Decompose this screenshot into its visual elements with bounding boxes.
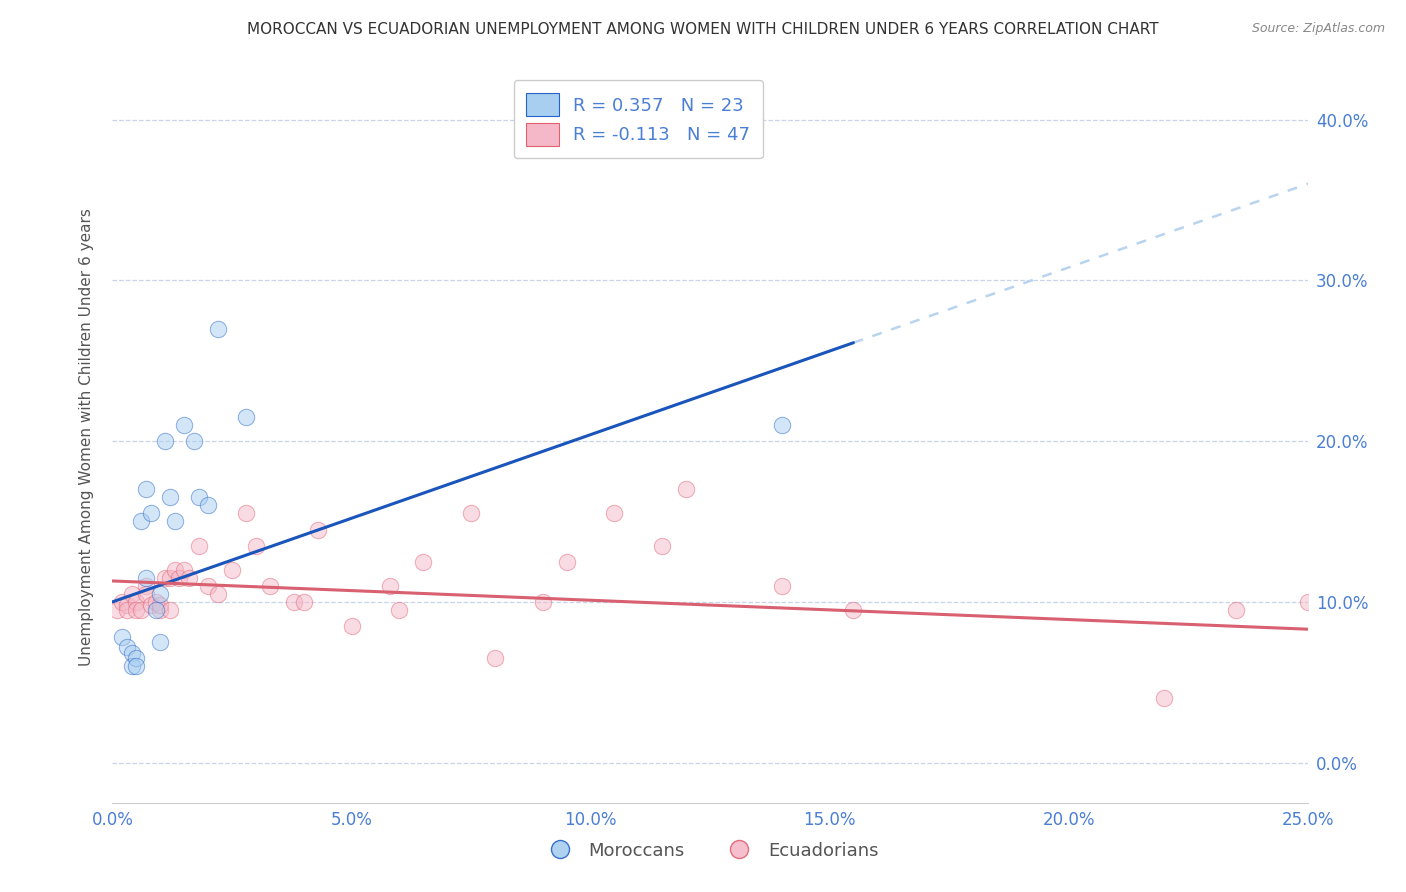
- Text: MOROCCAN VS ECUADORIAN UNEMPLOYMENT AMONG WOMEN WITH CHILDREN UNDER 6 YEARS CORR: MOROCCAN VS ECUADORIAN UNEMPLOYMENT AMON…: [247, 22, 1159, 37]
- Point: [770, 417, 793, 432]
- Point: [111, 630, 134, 644]
- Point: [187, 491, 209, 505]
- Point: [163, 515, 186, 529]
- Point: [135, 579, 157, 593]
- Point: [135, 587, 157, 601]
- Point: [139, 598, 162, 612]
- Point: [135, 571, 157, 585]
- Point: [307, 523, 329, 537]
- Point: [105, 603, 128, 617]
- Text: Source: ZipAtlas.com: Source: ZipAtlas.com: [1251, 22, 1385, 36]
- Point: [187, 539, 209, 553]
- Point: [153, 434, 176, 449]
- Point: [159, 603, 181, 617]
- Point: [163, 563, 186, 577]
- Point: [221, 563, 243, 577]
- Point: [340, 619, 363, 633]
- Point: [149, 587, 172, 601]
- Point: [125, 595, 148, 609]
- Point: [139, 507, 162, 521]
- Point: [169, 571, 191, 585]
- Point: [245, 539, 267, 553]
- Point: [173, 417, 195, 432]
- Point: [388, 603, 411, 617]
- Point: [1296, 595, 1319, 609]
- Point: [177, 571, 200, 585]
- Point: [149, 598, 172, 612]
- Point: [183, 434, 205, 449]
- Point: [159, 571, 181, 585]
- Point: [531, 595, 554, 609]
- Point: [121, 646, 143, 660]
- Point: [651, 539, 673, 553]
- Point: [115, 598, 138, 612]
- Point: [603, 507, 626, 521]
- Point: [770, 579, 793, 593]
- Point: [412, 555, 434, 569]
- Point: [484, 651, 506, 665]
- Point: [129, 603, 152, 617]
- Point: [1225, 603, 1247, 617]
- Point: [129, 515, 152, 529]
- Point: [115, 603, 138, 617]
- Point: [197, 579, 219, 593]
- Point: [111, 595, 134, 609]
- Point: [145, 603, 167, 617]
- Point: [235, 507, 257, 521]
- Point: [283, 595, 305, 609]
- Point: [173, 563, 195, 577]
- Y-axis label: Unemployment Among Women with Children Under 6 years: Unemployment Among Women with Children U…: [79, 208, 94, 666]
- Point: [378, 579, 401, 593]
- Point: [121, 659, 143, 673]
- Point: [149, 635, 172, 649]
- Point: [1153, 691, 1175, 706]
- Point: [259, 579, 281, 593]
- Legend: Moroccans, Ecuadorians: Moroccans, Ecuadorians: [534, 835, 886, 867]
- Point: [207, 587, 229, 601]
- Point: [159, 491, 181, 505]
- Point: [135, 483, 157, 497]
- Point: [207, 321, 229, 335]
- Point: [125, 603, 148, 617]
- Point: [145, 595, 167, 609]
- Point: [153, 571, 176, 585]
- Point: [460, 507, 482, 521]
- Point: [125, 659, 148, 673]
- Point: [555, 555, 578, 569]
- Point: [121, 587, 143, 601]
- Point: [842, 603, 865, 617]
- Point: [197, 499, 219, 513]
- Point: [125, 651, 148, 665]
- Point: [149, 603, 172, 617]
- Point: [235, 409, 257, 424]
- Point: [115, 640, 138, 654]
- Point: [675, 483, 697, 497]
- Point: [292, 595, 315, 609]
